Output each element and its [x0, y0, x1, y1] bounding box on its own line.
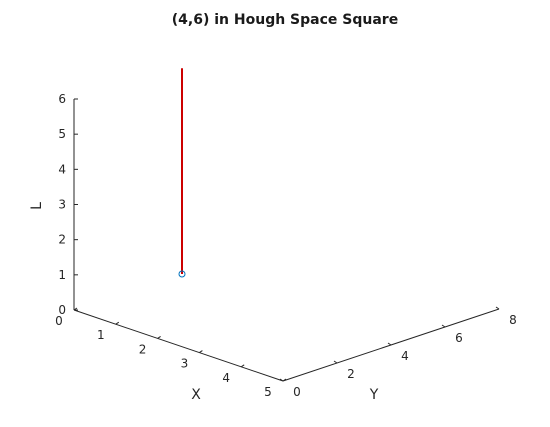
x-axis-line — [73, 309, 284, 382]
y-tick-mark — [333, 360, 338, 364]
z-tick-label: 5 — [58, 127, 66, 141]
x-tick-mark — [115, 321, 120, 325]
z-tick-label: 2 — [58, 233, 66, 247]
y-tick-label: 6 — [455, 331, 463, 345]
y-tick-label: 2 — [347, 367, 355, 381]
x-tick-mark — [199, 350, 203, 354]
y-tick-label: 8 — [509, 313, 517, 327]
chart-title: (4,6) in Hough Space Square — [172, 12, 398, 28]
x-tick-mark — [240, 364, 245, 368]
y-tick-mark — [387, 342, 392, 346]
z-tick-label: 3 — [58, 198, 66, 212]
data-layer — [178, 68, 186, 278]
z-tick-label: 4 — [58, 162, 66, 176]
z-tick-label: 6 — [58, 92, 66, 106]
data-point-marker — [178, 270, 186, 278]
x-tick-mark — [157, 335, 161, 339]
z-tick-label: 0 — [58, 303, 66, 317]
axes-layer: 0 1 2 3 4 5 0 2 4 6 8 0 1 2 3 4 5 6 — [55, 92, 517, 399]
x-axis-label: X — [191, 387, 201, 403]
x-tick-label: 2 — [139, 342, 147, 356]
y-tick-mark — [279, 378, 284, 382]
x-tick-mark — [282, 378, 287, 382]
x-tick-label: 1 — [97, 328, 105, 342]
y-tick-mark — [495, 306, 500, 310]
x-tick-label: 5 — [264, 385, 272, 399]
y-tick-label: 4 — [401, 349, 409, 363]
x-tick-label: 4 — [222, 371, 230, 385]
z-axis-label: L — [29, 202, 45, 210]
z-tick-label: 1 — [58, 268, 66, 282]
x-tick-label: 0 — [55, 314, 63, 328]
y-tick-label: 0 — [293, 385, 301, 399]
x-tick-label: 3 — [181, 357, 189, 371]
y-axis-label: Y — [369, 387, 379, 403]
y-tick-mark — [441, 324, 446, 328]
